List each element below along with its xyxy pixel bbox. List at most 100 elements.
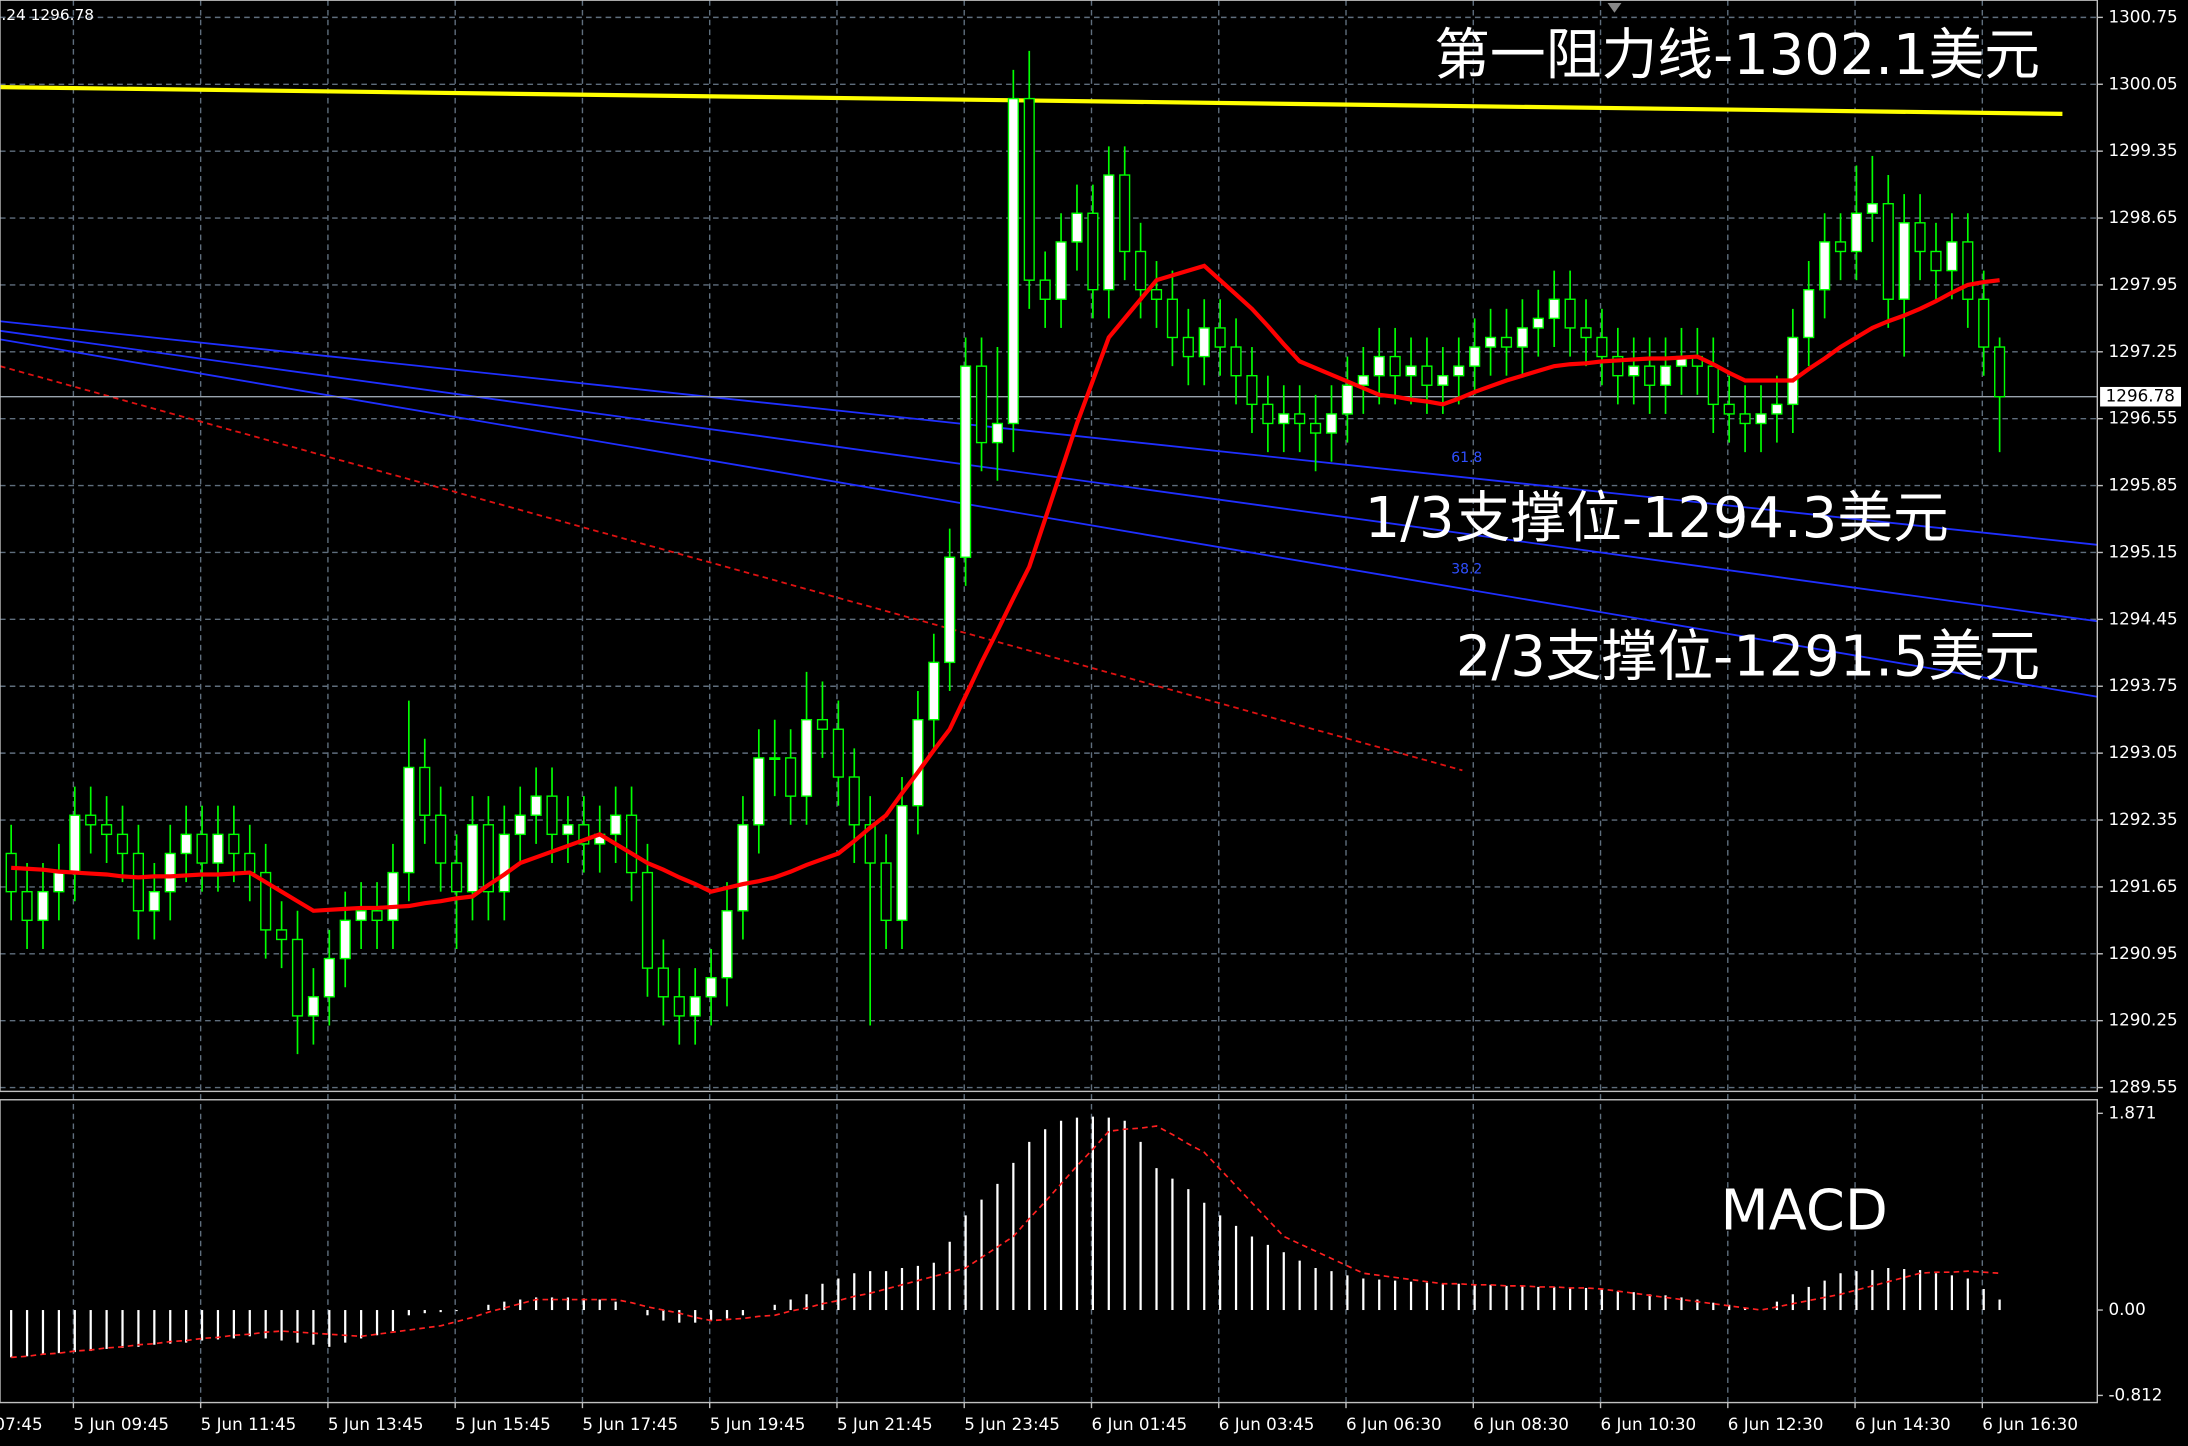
candle-body: [1866, 203, 1878, 214]
candle-body: [1469, 346, 1481, 367]
x-tick-label: 5 Jun 15:45: [455, 1414, 551, 1434]
candle-body: [1882, 203, 1894, 300]
candle-body: [466, 824, 479, 893]
candle-body: [896, 804, 908, 922]
candle-body: [1850, 212, 1863, 253]
shift-marker: [1607, 2, 1622, 13]
candle-body: [1198, 327, 1210, 358]
candle-body: [180, 833, 192, 855]
y-tick-label: 1290.95: [2108, 943, 2177, 963]
candle-body: [1612, 355, 1624, 377]
y-tick-label: 1300.75: [2108, 6, 2177, 26]
x-tick-label: 6 Jun 03:45: [1219, 1414, 1315, 1434]
candle-body: [1039, 279, 1051, 300]
candle-body: [323, 957, 335, 998]
candle-body: [689, 996, 701, 1017]
candle-body: [1071, 212, 1083, 243]
y-tick-label: 1290.25: [2108, 1010, 2177, 1030]
candle-body: [1532, 317, 1544, 329]
candle-body: [1962, 241, 1974, 300]
candle-body: [37, 890, 49, 922]
candle-body: [1230, 346, 1242, 377]
candle-body: [530, 795, 542, 816]
candle-body: [800, 718, 813, 797]
candle-body: [1644, 365, 1656, 386]
candle-body: [1755, 413, 1767, 425]
candle-body: [721, 910, 733, 979]
candle-body: [1787, 336, 1799, 406]
candle-body: [1103, 174, 1115, 291]
price-marker-label: 1296.78: [2106, 386, 2175, 406]
candle-body: [244, 852, 256, 874]
candle-body: [1150, 289, 1163, 300]
candle-body: [673, 996, 685, 1017]
y-tick-label: 0.00: [2108, 1299, 2145, 1319]
candle-body: [1946, 241, 1958, 272]
candle-body: [912, 718, 924, 807]
candle-body: [816, 718, 829, 730]
candle-body: [1659, 365, 1672, 386]
candle-body: [387, 871, 399, 922]
trend-line: [0, 338, 2098, 698]
x-tick-label: 5 Jun 11:45: [201, 1414, 297, 1434]
candle-body: [1834, 241, 1847, 253]
annotation: 第一阻力线-1302.1美元: [1434, 23, 2040, 88]
x-tick-label: 6 Jun 06:30: [1346, 1414, 1442, 1434]
candle-body: [1819, 241, 1831, 291]
candle-body: [132, 852, 145, 912]
candle-body: [753, 757, 765, 826]
candle-body: [1803, 289, 1815, 339]
candle-body: [148, 890, 160, 912]
trend-line: [0, 365, 1463, 772]
candle-body: [514, 814, 526, 836]
candle-body: [1310, 422, 1322, 434]
candle-body: [928, 661, 940, 721]
candle-body: [1978, 298, 1990, 348]
candle-body: [1007, 97, 1019, 425]
x-tick-label: 5 Jun 09:45: [73, 1414, 169, 1434]
candle-body: [1628, 365, 1640, 377]
macd-signal: [11, 1125, 2000, 1359]
candle-body: [1484, 336, 1497, 348]
trend-line: [0, 320, 2098, 546]
moving-average: [11, 263, 2000, 913]
candle-body: [116, 833, 129, 855]
candle-body: [1564, 298, 1576, 329]
fib-label: 38.2: [1451, 562, 1482, 578]
candle-body: [1055, 241, 1067, 300]
candle-body: [69, 814, 81, 874]
candle-body: [1119, 174, 1131, 253]
x-tick-label: 6 Jun 16:30: [1982, 1414, 2078, 1434]
candle-body: [5, 852, 17, 893]
candle-body: [260, 871, 272, 931]
top-label: 6.24 1296.78: [0, 6, 94, 24]
candle-body: [864, 824, 876, 864]
y-tick-label: 1298.65: [2108, 207, 2177, 227]
candle-body: [1914, 222, 1926, 253]
y-tick-label: 1.871: [2108, 1102, 2156, 1122]
candle-body: [212, 833, 224, 864]
y-tick-label: 1293.75: [2108, 675, 2177, 695]
y-tick-label: 1295.15: [2108, 541, 2177, 561]
candle-body: [498, 833, 510, 893]
candle-body: [1580, 327, 1592, 339]
indicator-frame: [0, 1099, 2098, 1404]
candle-body: [562, 824, 574, 836]
candle-body: [228, 833, 240, 855]
y-tick-label: 1291.65: [2108, 876, 2177, 896]
y-tick-label: -0.812: [2108, 1384, 2162, 1404]
candle-body: [1023, 97, 1035, 281]
price-marker: [2100, 386, 2182, 407]
candle-body: [21, 890, 33, 922]
candle-body: [1389, 355, 1401, 377]
candle-body: [164, 852, 176, 893]
candle-body: [1166, 298, 1179, 339]
x-tick-label: 6 Jun 10:30: [1601, 1414, 1697, 1434]
x-tick-label: 5 Jun 21:45: [837, 1414, 933, 1434]
y-tick-label: 1299.35: [2108, 140, 2177, 160]
candle-body: [53, 871, 65, 893]
candle-body: [1357, 375, 1369, 386]
y-tick-label: 1295.85: [2108, 475, 2177, 495]
